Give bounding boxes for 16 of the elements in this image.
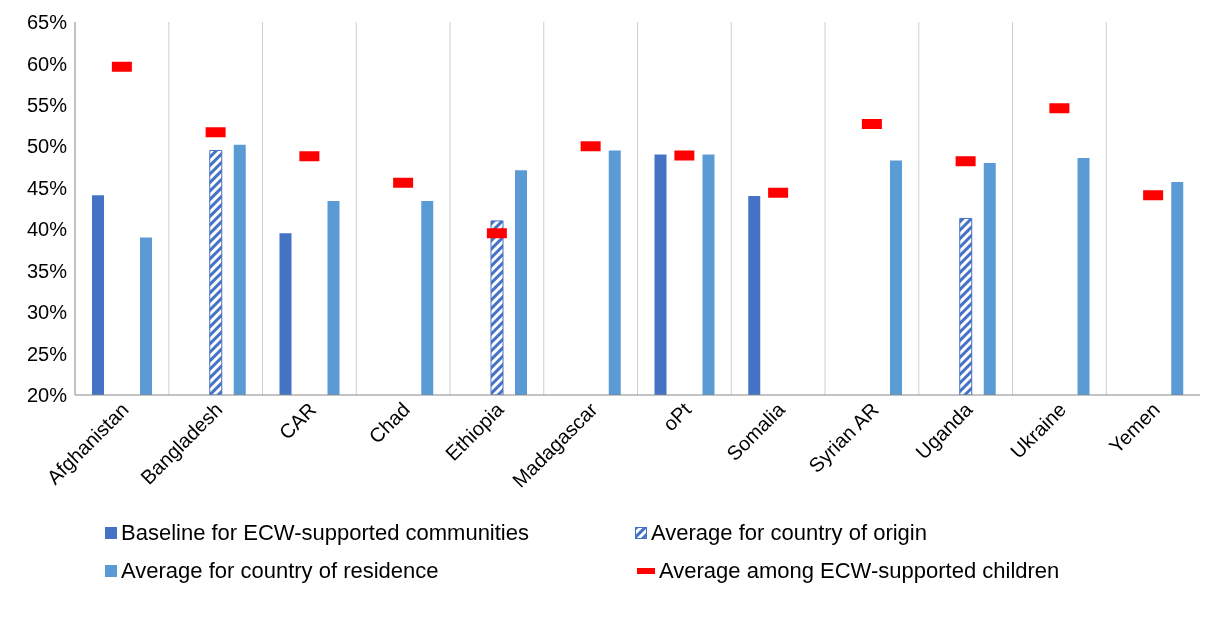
legend-label: Average among ECW-supported children xyxy=(659,558,1060,584)
y-tick-label: 20% xyxy=(26,384,68,407)
y-tick-label: 25% xyxy=(26,342,68,365)
legend-label: Baseline for ECW-supported communities xyxy=(121,520,529,546)
y-tick-label: 65% xyxy=(26,11,68,34)
y-tick-label: 60% xyxy=(26,52,68,75)
y-tick-label: 45% xyxy=(26,176,68,199)
legend-label: Average for country of origin xyxy=(651,520,927,546)
x-tick-label: CAR xyxy=(274,398,321,444)
y-tick-label: 40% xyxy=(26,218,68,241)
x-tick-label: oPt xyxy=(658,397,696,436)
y-tick-label: 55% xyxy=(26,93,68,116)
y-tick-label: 30% xyxy=(26,301,68,324)
y-tick-label: 50% xyxy=(26,135,68,158)
y-tick-label: 35% xyxy=(26,259,68,282)
legend-label: Average for country of residence xyxy=(121,558,439,584)
